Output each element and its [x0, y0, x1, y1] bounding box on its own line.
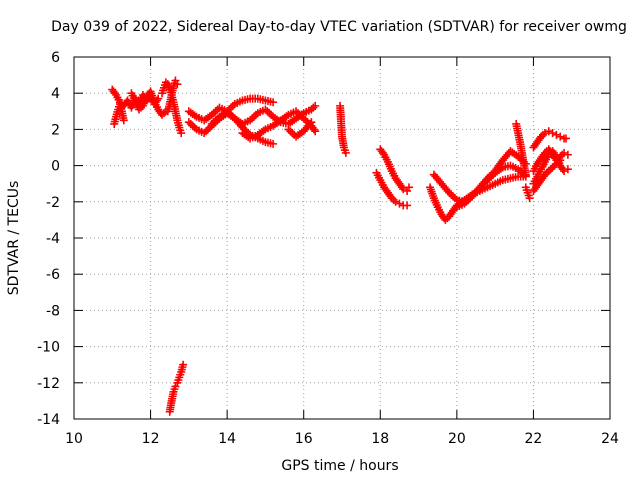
y-tick-label: -2 — [46, 195, 60, 211]
data-point — [341, 148, 350, 157]
data-point — [269, 139, 278, 148]
data-point — [548, 163, 557, 172]
data-point — [269, 98, 278, 107]
x-tick-label: 22 — [525, 431, 543, 447]
y-axis-label: SDTVAR / TECUs — [6, 181, 22, 296]
data-point — [286, 127, 295, 136]
data-point — [561, 134, 570, 143]
data-point — [399, 185, 408, 194]
axis-ticks — [73, 56, 611, 420]
x-axis-label: GPS time / hours — [281, 458, 398, 474]
data-point — [556, 132, 565, 141]
data-point — [397, 183, 406, 192]
data-point — [563, 165, 572, 174]
data-point — [311, 101, 320, 110]
y-tick-label: -14 — [37, 412, 60, 428]
x-tick-label: 24 — [601, 431, 619, 447]
data-point — [544, 127, 553, 136]
data-point — [395, 199, 404, 208]
y-tick-label: -4 — [46, 231, 60, 247]
y-tick-label: 6 — [51, 50, 60, 66]
data-point — [184, 118, 193, 127]
data-point — [546, 165, 555, 174]
data-point — [186, 119, 195, 128]
data-point — [560, 148, 569, 157]
data-point — [544, 167, 553, 176]
grid — [74, 57, 610, 419]
data-point — [209, 118, 218, 127]
data-point — [391, 197, 400, 206]
data-point — [311, 127, 320, 136]
x-tick-label: 18 — [371, 431, 389, 447]
x-tick-label: 10 — [65, 431, 83, 447]
data-point — [563, 150, 572, 159]
data-point — [305, 119, 314, 128]
data-point — [487, 172, 496, 181]
data-point — [119, 116, 128, 125]
data-point — [403, 201, 412, 210]
x-tick-label: 12 — [142, 431, 160, 447]
data-point — [560, 167, 569, 176]
chart-title: Day 039 of 2022, Sidereal Day-to-day VTE… — [51, 19, 627, 35]
data-point — [205, 123, 214, 132]
data-point — [403, 186, 412, 195]
data-point — [202, 127, 211, 136]
y-tick-label: -10 — [37, 340, 60, 356]
data-point — [249, 112, 258, 121]
x-tick-label: 14 — [218, 431, 236, 447]
y-tick-label: -8 — [46, 303, 60, 319]
data-point — [552, 130, 561, 139]
data-point — [188, 121, 197, 130]
data-point — [110, 89, 119, 98]
data-point — [177, 129, 186, 138]
data-point — [309, 125, 318, 134]
data-point — [556, 156, 565, 165]
x-tick-label: 16 — [295, 431, 313, 447]
y-tick-label: 4 — [51, 86, 60, 102]
data-point — [173, 80, 182, 89]
x-tick-labels: 10 12 14 16 18 20 22 24 — [65, 431, 619, 447]
data-point — [525, 194, 534, 203]
data-point — [540, 129, 549, 138]
x-tick-label: 20 — [448, 431, 466, 447]
data-point — [179, 360, 188, 369]
y-tick-label: -6 — [46, 267, 60, 283]
data-point — [449, 192, 458, 201]
data-point — [521, 170, 530, 179]
data-point — [548, 129, 557, 138]
y-tick-label: 0 — [51, 159, 60, 175]
y-tick-labels: -14 -12 -10 -8 -6 -4 -2 0 2 4 6 — [37, 50, 60, 428]
data-point — [405, 183, 413, 192]
data-point — [263, 107, 272, 116]
data-points — [108, 76, 572, 416]
y-tick-label: 2 — [51, 122, 60, 138]
data-point — [207, 119, 216, 128]
y-tick-label: -12 — [37, 376, 60, 392]
data-point — [378, 148, 387, 157]
data-point — [307, 118, 316, 127]
